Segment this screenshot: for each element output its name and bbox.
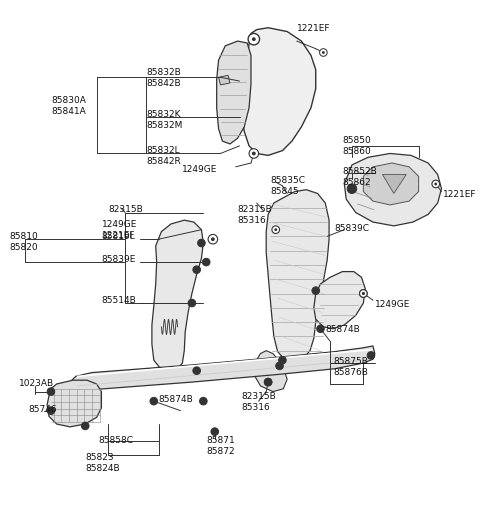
Circle shape <box>312 287 320 295</box>
Circle shape <box>208 235 217 244</box>
Text: 82315B
85316: 82315B 85316 <box>241 392 276 412</box>
Text: 85823
85824B: 85823 85824B <box>85 453 120 473</box>
Text: 1249GE
1221EF: 1249GE 1221EF <box>102 220 138 240</box>
Text: 85839C: 85839C <box>335 224 370 233</box>
Text: 85832L
85842R: 85832L 85842R <box>146 146 181 166</box>
Circle shape <box>47 407 55 414</box>
Text: 85875B
85876B: 85875B 85876B <box>333 357 368 377</box>
Circle shape <box>434 182 437 186</box>
Text: 1023AB: 1023AB <box>19 379 54 388</box>
Circle shape <box>264 378 272 386</box>
Text: 1221EF: 1221EF <box>297 24 330 33</box>
Text: 85832K
85832M: 85832K 85832M <box>146 110 182 130</box>
Text: 82315B: 82315B <box>108 205 143 214</box>
Polygon shape <box>344 153 442 226</box>
Text: 82315B
85316: 82315B 85316 <box>238 205 272 225</box>
Circle shape <box>347 184 357 193</box>
Circle shape <box>193 367 201 375</box>
Circle shape <box>320 48 327 56</box>
Text: 85839E: 85839E <box>101 256 136 265</box>
Circle shape <box>362 292 365 295</box>
Circle shape <box>360 290 367 297</box>
Circle shape <box>252 37 256 41</box>
Circle shape <box>276 362 283 370</box>
Text: 85835C
85845: 85835C 85845 <box>270 177 305 197</box>
Circle shape <box>322 51 325 54</box>
Circle shape <box>367 352 375 359</box>
Polygon shape <box>314 271 365 329</box>
Circle shape <box>82 422 89 430</box>
Circle shape <box>200 397 207 405</box>
Polygon shape <box>254 350 287 392</box>
Text: 85850
85860: 85850 85860 <box>342 136 371 157</box>
Polygon shape <box>68 346 375 392</box>
Circle shape <box>198 239 205 247</box>
Text: 85874B: 85874B <box>325 325 360 334</box>
Polygon shape <box>241 28 316 155</box>
Polygon shape <box>363 163 419 205</box>
Text: 1221EF: 1221EF <box>444 190 477 199</box>
Circle shape <box>47 388 55 395</box>
Polygon shape <box>47 380 101 427</box>
Text: 85746: 85746 <box>28 405 57 414</box>
Circle shape <box>188 299 196 307</box>
Circle shape <box>272 226 279 233</box>
Circle shape <box>193 266 201 274</box>
Text: 85871
85872: 85871 85872 <box>206 436 235 456</box>
Text: 85810
85820: 85810 85820 <box>9 231 38 252</box>
Text: 85852B
85862: 85852B 85862 <box>342 167 377 187</box>
Circle shape <box>248 33 260 45</box>
Text: 1249GE: 1249GE <box>182 165 218 174</box>
Circle shape <box>362 292 365 295</box>
Circle shape <box>264 378 272 386</box>
Circle shape <box>274 228 277 231</box>
Circle shape <box>249 149 259 158</box>
Text: 85832B
85842B: 85832B 85842B <box>146 68 181 88</box>
Circle shape <box>211 428 218 435</box>
Circle shape <box>317 325 324 333</box>
Text: 1249GE: 1249GE <box>375 300 410 309</box>
Polygon shape <box>216 41 251 144</box>
Circle shape <box>432 180 440 188</box>
Text: 85874B: 85874B <box>158 395 193 404</box>
Circle shape <box>360 290 367 297</box>
Circle shape <box>278 356 286 364</box>
Text: 85819L: 85819L <box>101 231 135 241</box>
Text: 85858C: 85858C <box>98 436 133 445</box>
Polygon shape <box>218 75 230 85</box>
Circle shape <box>252 152 256 155</box>
Circle shape <box>150 397 157 405</box>
Polygon shape <box>383 174 406 193</box>
Circle shape <box>203 258 210 266</box>
Polygon shape <box>152 220 204 373</box>
Polygon shape <box>266 190 329 363</box>
Text: 85830A
85841A: 85830A 85841A <box>51 96 86 116</box>
Circle shape <box>211 237 215 241</box>
Text: 85514B: 85514B <box>101 296 136 305</box>
